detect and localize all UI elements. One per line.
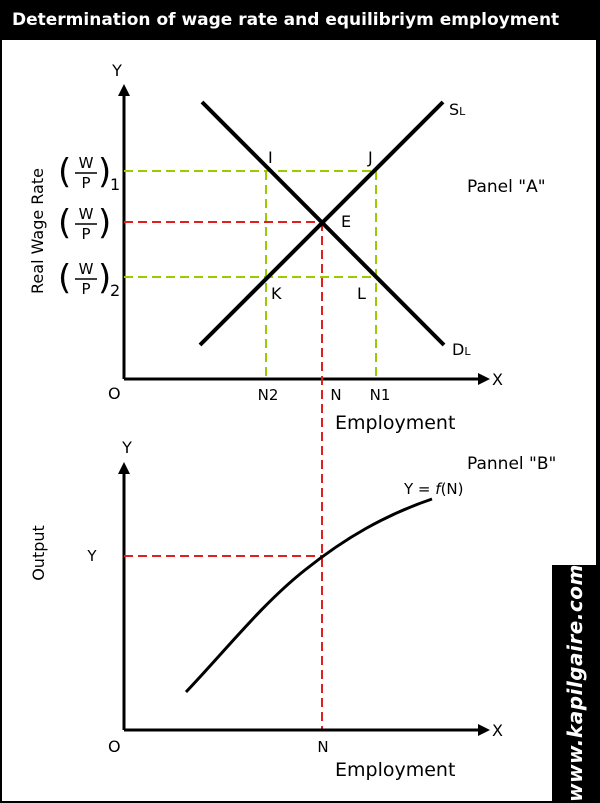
point-k: K	[271, 284, 282, 303]
wage-label-w2-rparen: )	[98, 258, 111, 298]
tick-n2: N2	[258, 386, 279, 404]
supply-label-sub: L	[459, 105, 466, 118]
demand-label: DL	[452, 340, 471, 359]
panel-a-y-axis-label: Y	[111, 61, 122, 80]
panel-b: Y X O Y = f(N) Y N Employment Pannel "B"…	[29, 438, 556, 781]
wage-label-w-num: W	[79, 205, 94, 223]
panel-b-origin: O	[108, 737, 121, 756]
production-function-label: Y = f(N)	[403, 480, 464, 498]
supply-label-main: S	[449, 100, 459, 119]
wage-label-w2: ( W P ) 2	[58, 258, 120, 300]
panel-b-y-arrow	[118, 462, 130, 474]
panel-a-ylabel: Real Wage Rate	[28, 168, 47, 294]
tick-n: N	[330, 386, 341, 404]
panel-b-xlabel: Employment	[335, 759, 455, 781]
production-function-pre: Y =	[403, 480, 435, 498]
wage-label-w2-den: P	[81, 280, 90, 298]
panel-b-x-axis-label: X	[492, 721, 503, 740]
panel-b-x-tick: N	[317, 738, 328, 756]
panel-a-x-axis-label: X	[492, 370, 503, 389]
wage-label-w2-sub: 2	[110, 281, 120, 300]
wage-label-w1-den: P	[81, 174, 90, 192]
production-function-post: (N)	[441, 480, 464, 498]
point-l: L	[357, 284, 366, 303]
wage-label-w1-num: W	[79, 154, 94, 172]
wage-label-w-rparen: )	[98, 203, 111, 243]
production-function-f: f	[435, 480, 443, 498]
panel-a-title: Panel "A"	[467, 177, 546, 197]
diagram-panel	[2, 40, 596, 801]
panel-a-origin: O	[108, 384, 121, 403]
panel-a-xlabel: Employment	[335, 412, 455, 434]
point-i: I	[268, 148, 273, 167]
demand-label-main: D	[452, 340, 464, 359]
production-function-curve	[184, 497, 433, 694]
panel-b-y-tick: Y	[86, 547, 97, 565]
supply-curve	[198, 100, 445, 347]
wage-label-w1-rparen: )	[98, 152, 111, 192]
wage-label-w-den: P	[81, 225, 90, 243]
wage-label-w2-lparen: (	[58, 258, 71, 298]
green-guide-lines	[124, 170, 377, 379]
wage-label-w1-lparen: (	[58, 152, 71, 192]
wage-label-w1: ( W P ) 1	[58, 152, 120, 194]
panel-b-title: Pannel "B"	[467, 454, 556, 474]
panel-b-ylabel: Output	[29, 525, 48, 581]
panel-b-x-arrow	[478, 724, 490, 736]
point-j: J	[367, 148, 373, 167]
panel-b-y-axis-label: Y	[121, 438, 132, 457]
panel-a-y-arrow	[118, 84, 130, 96]
watermark: www.kapilgaire.com	[563, 564, 587, 802]
wage-label-w1-sub: 1	[110, 175, 120, 194]
panel-a-x-arrow	[478, 373, 490, 385]
demand-label-sub: L	[464, 345, 471, 358]
wage-label-w: ( W P )	[58, 203, 111, 243]
point-e: E	[341, 212, 351, 231]
wage-label-w2-num: W	[79, 260, 94, 278]
wage-label-w-lparen: (	[58, 203, 71, 243]
page-title: Determination of wage rate and equilibri…	[12, 10, 560, 30]
panel-a: Y X O I J E K L SL DL N2 N N1 Employment	[28, 61, 546, 730]
red-guide-lines	[124, 221, 323, 730]
tick-n1: N1	[370, 386, 391, 404]
supply-label: SL	[449, 100, 466, 119]
watermark-strip	[552, 565, 598, 801]
